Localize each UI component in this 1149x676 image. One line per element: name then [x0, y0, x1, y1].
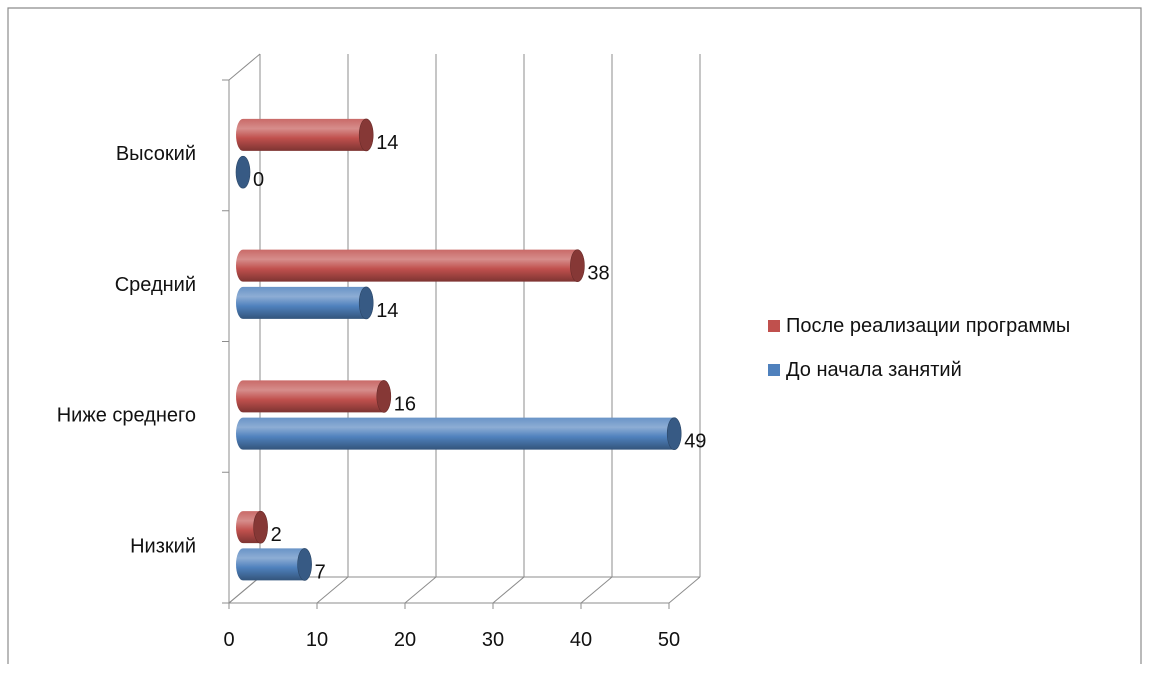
legend-label-after: После реализации программы: [786, 314, 1071, 337]
floor-gridline: [492, 576, 525, 604]
x-tick-label: 20: [394, 629, 416, 651]
data-label: 14: [376, 132, 398, 154]
floor-gridline: [228, 576, 261, 604]
data-label: 0: [253, 169, 264, 191]
legend-swatch-after: [768, 320, 780, 332]
x-tick-label: 30: [482, 629, 504, 651]
bar: [236, 417, 682, 450]
category-label: Высокий: [116, 143, 196, 165]
data-label: 2: [271, 524, 282, 546]
legend-item-after: После реализации программы: [768, 313, 1070, 339]
floor-gridline: [316, 576, 349, 604]
x-tick-label: 10: [306, 629, 328, 651]
bar: [236, 548, 312, 581]
bar: [236, 380, 391, 413]
floor-gridline: [404, 576, 437, 604]
floor-gridline: [668, 576, 701, 604]
bar-end-cap: [358, 118, 374, 152]
bar-end-cap: [235, 155, 251, 189]
data-label: 38: [587, 263, 609, 285]
x-tick-label: 0: [223, 629, 234, 651]
x-tick-label: 50: [658, 629, 680, 651]
floor-gridline: [580, 576, 613, 604]
bar-end-cap: [253, 510, 268, 544]
bar-end-cap: [570, 249, 585, 282]
chart-border: [7, 7, 1142, 664]
bar: [236, 286, 374, 319]
legend-item-before: До начала занятий: [768, 357, 1070, 383]
data-label: 16: [394, 393, 416, 415]
back-wall-top-edge: [228, 53, 261, 81]
category-label: Низкий: [130, 535, 196, 557]
data-label: 14: [376, 300, 398, 322]
bar-end-cap: [666, 417, 682, 450]
x-tick-label: 40: [570, 629, 592, 651]
legend: После реализации программы До начала зан…: [768, 313, 1070, 401]
bar: [235, 249, 585, 282]
bar-end-cap: [358, 286, 374, 320]
data-label: 7: [315, 561, 326, 583]
legend-label-before: До начала занятий: [786, 358, 962, 381]
bar: [236, 118, 374, 151]
data-label: 49: [684, 431, 706, 453]
category-label: Средний: [115, 274, 196, 296]
bar-end-cap: [297, 548, 312, 581]
bar-end-cap: [376, 380, 392, 413]
legend-swatch-before: [768, 364, 780, 376]
category-label: Ниже среднего: [57, 405, 196, 427]
